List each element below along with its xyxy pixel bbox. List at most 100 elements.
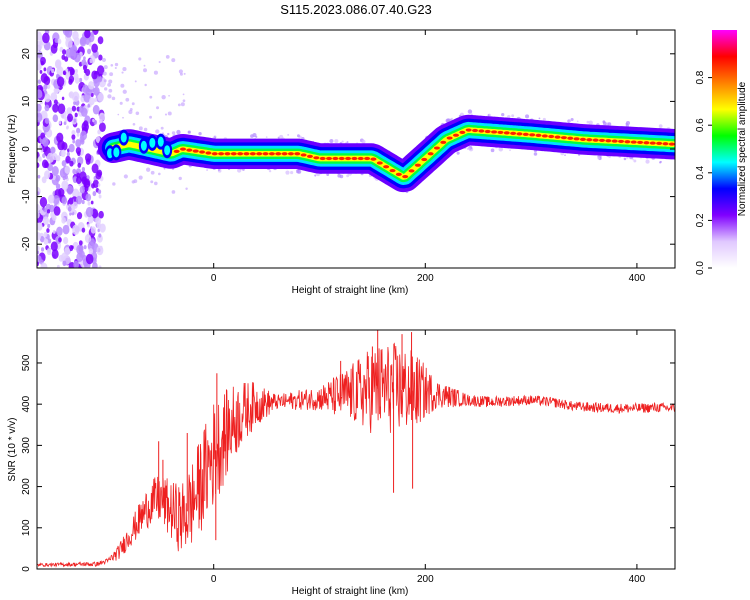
noise-speckle — [73, 260, 79, 268]
noise-speckle — [75, 195, 83, 205]
noise-speckle — [72, 139, 76, 144]
noise-speckle — [143, 68, 148, 73]
signal-peak — [643, 141, 650, 145]
noise-speckle — [158, 60, 161, 64]
signal-halo — [337, 173, 342, 178]
signal-halo — [498, 147, 504, 152]
signal-blob — [120, 132, 127, 143]
noise-speckle — [88, 42, 92, 47]
noise-speckle — [58, 187, 65, 197]
noise-speckle — [50, 241, 58, 252]
noise-speckle — [87, 103, 91, 108]
signal-peak — [440, 140, 447, 144]
noise-speckle — [131, 102, 135, 106]
signal-halo — [329, 139, 334, 144]
noise-speckle — [43, 231, 48, 238]
noise-speckle — [58, 120, 62, 125]
signal-halo — [450, 117, 454, 120]
noise-speckle — [68, 75, 75, 83]
noise-speckle — [62, 30, 70, 36]
signal-halo — [633, 159, 637, 163]
noise-speckle — [44, 117, 50, 124]
signal-halo — [268, 170, 272, 173]
signal-halo — [507, 114, 511, 119]
noise-speckle — [42, 32, 50, 44]
signal-halo — [570, 117, 574, 122]
signal-halo — [341, 140, 344, 143]
noise-speckle — [72, 168, 77, 175]
noise-speckle — [104, 87, 108, 91]
signal-halo — [645, 159, 650, 164]
noise-speckle — [168, 94, 170, 97]
noise-speckle — [56, 264, 60, 268]
noise-speckle — [149, 95, 153, 99]
signal-peak — [249, 152, 256, 156]
signal-halo — [314, 174, 317, 177]
noise-speckle — [79, 185, 86, 194]
signal-halo — [167, 132, 170, 136]
noise-speckle — [83, 245, 87, 250]
noise-speckle — [37, 232, 42, 241]
noise-speckle — [56, 76, 65, 87]
signal-peak — [446, 136, 453, 140]
noise-speckle — [82, 64, 88, 71]
signal-halo — [279, 134, 284, 139]
noise-speckle — [46, 77, 49, 81]
noise-speckle — [47, 194, 55, 204]
snr-y-tick-label: 100 — [21, 519, 32, 536]
signal-halo — [511, 114, 515, 118]
signal-halo — [658, 124, 663, 129]
signal-peak — [579, 137, 586, 141]
noise-speckle — [180, 102, 185, 107]
signal-halo — [346, 141, 349, 144]
signal-peak — [268, 152, 275, 156]
noise-speckle — [138, 57, 142, 61]
noise-speckle — [160, 126, 164, 130]
noise-speckle — [53, 206, 61, 216]
noise-speckle — [69, 212, 72, 216]
signal-halo — [206, 169, 209, 172]
noise-speckle — [99, 223, 106, 233]
noise-speckle — [62, 224, 70, 235]
noise-speckle — [87, 201, 91, 206]
noise-speckle — [37, 250, 40, 255]
noise-speckle — [110, 63, 114, 67]
noise-speckle — [111, 96, 116, 101]
signal-halo — [187, 130, 191, 134]
signal-peak — [484, 129, 491, 134]
noise-speckle — [107, 94, 112, 99]
noise-speckle — [149, 115, 152, 119]
noise-speckle — [46, 152, 55, 163]
noise-speckle — [74, 77, 80, 84]
spectrogram-x-axis-label: Height of straight line (km) — [292, 285, 409, 296]
noise-speckle — [37, 57, 41, 63]
noise-speckle — [92, 104, 100, 115]
signal-peak — [452, 133, 459, 137]
noise-speckle — [77, 151, 81, 157]
signal-peak — [306, 154, 313, 158]
noise-speckle — [97, 189, 102, 195]
noise-speckle — [43, 207, 47, 213]
noise-speckle — [109, 72, 114, 77]
noise-speckle — [76, 132, 80, 137]
colorbar-tick-label: 0.4 — [695, 165, 706, 179]
noise-speckle — [58, 254, 64, 262]
signal-peak — [370, 157, 377, 161]
noise-speckle — [65, 68, 69, 73]
signal-peak — [478, 129, 485, 133]
snr-y-tick-label: 200 — [21, 478, 32, 495]
signal-halo — [326, 173, 330, 177]
signal-peak — [224, 152, 231, 156]
noise-speckle — [37, 79, 41, 85]
signal-peak — [586, 138, 593, 142]
noise-speckle — [64, 174, 68, 180]
signal-peak — [497, 130, 504, 135]
signal-blob — [157, 136, 164, 147]
noise-speckle — [62, 70, 67, 76]
noise-speckle — [47, 223, 51, 228]
signal-peak — [630, 140, 637, 144]
signal-peak — [472, 128, 479, 133]
signal-peak — [649, 141, 656, 145]
noise-speckle — [37, 211, 40, 219]
signal-halo — [586, 120, 590, 124]
